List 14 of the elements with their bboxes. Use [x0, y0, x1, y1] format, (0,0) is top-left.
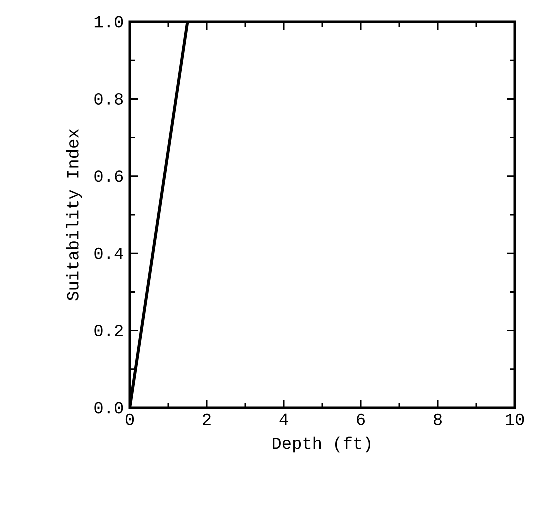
x-tick-label: 8: [434, 414, 442, 426]
x-tick-label: 2: [203, 414, 211, 426]
x-axis-title: Depth (ft): [273, 436, 370, 453]
y-tick-label: 0.8: [94, 93, 124, 105]
x-tick-label: 6: [357, 414, 365, 426]
x-tick-label: 10: [506, 414, 524, 426]
x-tick-label: 0: [126, 414, 134, 426]
y-tick-label: 1.0: [94, 16, 124, 28]
y-tick-label: 0.6: [94, 170, 124, 182]
y-tick-label: 0.4: [94, 248, 124, 260]
y-tick-label: 0.2: [94, 325, 123, 337]
x-tick-label: 4: [280, 414, 288, 425]
y-axis-title: Suitability Index: [66, 129, 82, 301]
y-tick-label: 0.0: [94, 402, 124, 414]
